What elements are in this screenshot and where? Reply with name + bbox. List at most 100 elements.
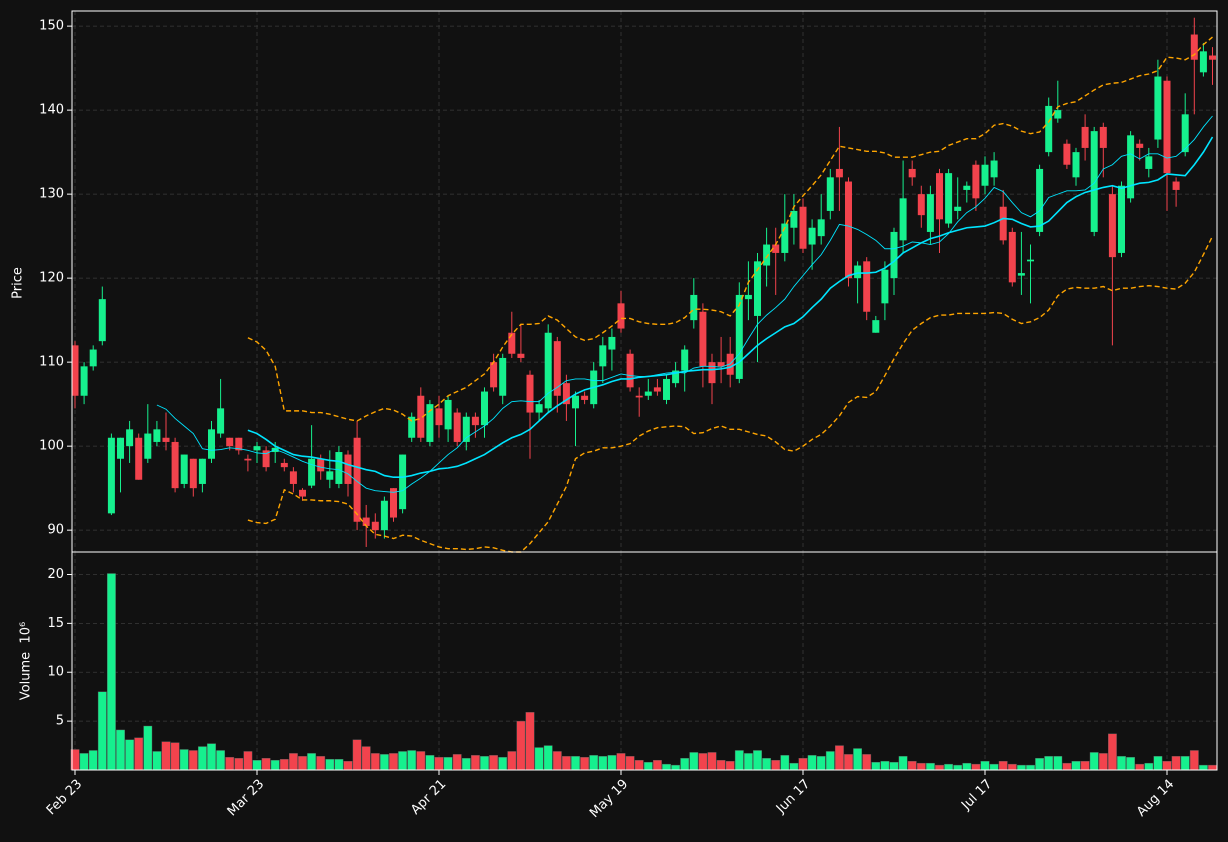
volume-bar xyxy=(143,725,153,771)
volume-bar xyxy=(598,756,608,771)
candle-body xyxy=(317,458,325,472)
volume-axis-label: Volume 10⁶ xyxy=(19,622,34,700)
volume-bar xyxy=(343,761,353,771)
volume-bar xyxy=(216,750,225,771)
indicator-line xyxy=(247,235,1214,553)
volume-bar xyxy=(862,754,872,771)
candle-body xyxy=(380,500,388,531)
volume-bar xyxy=(97,691,107,771)
volume-bar xyxy=(134,737,144,771)
candle-body xyxy=(1063,143,1071,165)
volume-bar xyxy=(243,751,253,771)
candle-body xyxy=(499,357,507,396)
volume-bar xyxy=(835,745,844,771)
volume-bar xyxy=(816,756,826,771)
volume-bar xyxy=(334,759,344,771)
candle-body xyxy=(471,416,479,426)
candle-body xyxy=(89,349,97,367)
candle-body xyxy=(890,231,898,279)
volume-bar xyxy=(179,749,189,771)
y-tick-label: 130 xyxy=(39,187,64,202)
volume-bar xyxy=(1208,764,1217,771)
candle-body xyxy=(1017,273,1025,276)
candle-body xyxy=(80,366,88,396)
volume-bar xyxy=(725,761,735,771)
volume-bar xyxy=(234,758,244,771)
volume-bar xyxy=(744,753,753,771)
volume-bar xyxy=(789,762,799,771)
volume-bar xyxy=(1035,758,1045,771)
candle-body xyxy=(107,437,115,514)
y-axis-label: Price xyxy=(11,267,26,299)
candle-body xyxy=(1145,156,1153,169)
candle-body xyxy=(1072,152,1080,178)
candle-body xyxy=(790,210,798,228)
volume-bar xyxy=(106,573,116,771)
volume-bar xyxy=(1135,763,1145,771)
candle-body xyxy=(189,458,197,489)
volume-bar xyxy=(753,750,762,771)
volume-bar xyxy=(662,763,671,771)
candle-body xyxy=(1027,259,1034,262)
volume-bar xyxy=(225,757,235,771)
volume-bar xyxy=(370,753,380,771)
volume-bar xyxy=(434,757,444,771)
volume-bar xyxy=(1026,764,1035,771)
candle-body xyxy=(1090,131,1098,232)
volume-bar xyxy=(962,762,972,771)
candle-body xyxy=(235,437,243,451)
candle-body xyxy=(954,206,962,211)
candle-body xyxy=(481,391,488,426)
candle-body xyxy=(826,177,834,211)
volume-bar xyxy=(152,751,162,771)
volume-bar xyxy=(534,747,544,771)
candle-body xyxy=(435,408,443,426)
candle-body xyxy=(690,294,698,321)
volume-bar xyxy=(771,760,781,771)
volume-bar xyxy=(489,755,498,771)
volume-bar xyxy=(935,764,944,771)
volume-bar xyxy=(980,761,990,771)
volume-bar xyxy=(589,755,599,771)
indicator-line xyxy=(156,115,1213,493)
candle-body xyxy=(426,404,434,442)
volume-bar xyxy=(389,753,398,771)
volume-bar xyxy=(125,739,135,771)
candle-body xyxy=(244,458,252,461)
volume-bar xyxy=(298,756,307,771)
candle-body xyxy=(863,261,871,312)
candle-body xyxy=(708,362,716,384)
candle-body xyxy=(608,336,616,350)
volume-bar xyxy=(643,761,653,771)
volume-bar xyxy=(1080,761,1090,771)
candle-body xyxy=(917,194,925,216)
volume-bar xyxy=(916,762,926,771)
candle-body xyxy=(799,206,807,249)
candle-body xyxy=(444,399,452,430)
candle-body xyxy=(699,311,707,367)
volume-bar xyxy=(807,755,817,771)
indicator-line xyxy=(247,36,1213,422)
volume-bar xyxy=(270,760,280,771)
candle-body xyxy=(781,223,789,253)
candle-body xyxy=(408,416,416,438)
candle-body xyxy=(208,429,215,459)
volume-bar xyxy=(197,746,207,771)
volume-bar xyxy=(416,751,426,771)
candle-body xyxy=(289,471,297,484)
y-tick-label: 110 xyxy=(39,355,64,370)
volume-bar xyxy=(907,761,917,771)
volume-bar xyxy=(1098,753,1108,771)
volume-bar xyxy=(252,760,262,771)
candle-body xyxy=(453,412,461,442)
candle-body xyxy=(653,387,661,392)
volume-bar xyxy=(853,748,863,771)
candle-body xyxy=(1118,185,1125,253)
y-tick-label: 90 xyxy=(47,523,64,538)
candle-body xyxy=(908,168,916,178)
volume-bar xyxy=(325,759,335,771)
candle-body xyxy=(899,198,907,241)
candle-body xyxy=(390,488,397,518)
candle-body xyxy=(162,437,170,442)
candle-body xyxy=(763,244,771,266)
